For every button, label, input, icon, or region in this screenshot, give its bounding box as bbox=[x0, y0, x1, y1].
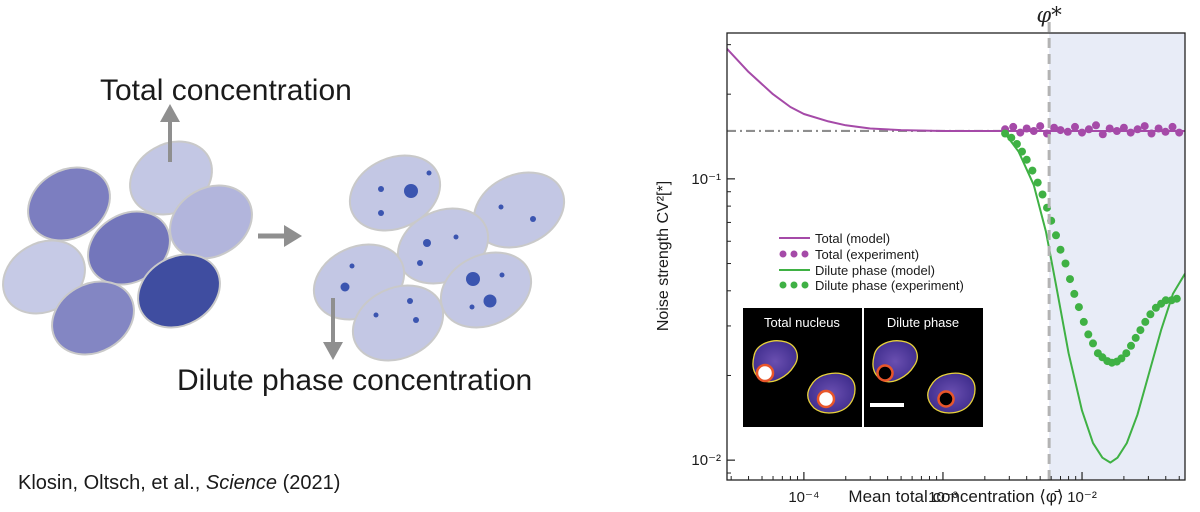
inset-right-title: Dilute phase bbox=[887, 315, 959, 330]
data-point-total-experiment bbox=[1056, 126, 1065, 135]
data-point-total-experiment bbox=[1140, 122, 1149, 131]
threshold-label: φ* bbox=[1037, 3, 1063, 27]
droplet bbox=[937, 390, 955, 408]
data-point-dilute-phase-experiment bbox=[1131, 333, 1140, 342]
legend-entry-total-model: Total (model) bbox=[779, 231, 890, 246]
data-point-total-experiment bbox=[1105, 124, 1114, 133]
citation-journal: Science bbox=[205, 472, 278, 494]
cell bbox=[51, 280, 135, 356]
data-point-dilute-phase-experiment bbox=[1084, 330, 1093, 339]
svg-text:Total (experiment): Total (experiment) bbox=[815, 247, 919, 262]
data-point-total-experiment bbox=[1078, 128, 1086, 137]
dilute-phase-concentration-label: Dilute phase concentration bbox=[177, 364, 532, 397]
data-point-total-experiment bbox=[1036, 122, 1045, 131]
data-point-dilute-phase-experiment bbox=[1052, 231, 1060, 240]
data-point-dilute-phase-experiment bbox=[1018, 147, 1026, 156]
data-point-dilute-phase-experiment bbox=[1022, 155, 1031, 164]
up-arrow-icon bbox=[160, 104, 180, 162]
inset-left-title: Total nucleus bbox=[764, 315, 840, 330]
noise-chart: φ* 10⁻⁴ 10⁻³ 10⁻² 10⁻¹ 10⁻² Mean total conce… bbox=[655, 3, 1186, 506]
series-line-dilute-phase-model bbox=[1004, 132, 1185, 464]
legend-entry-dilute-model: Dilute phase (model) bbox=[779, 263, 935, 278]
data-point-dilute-phase-experiment bbox=[1079, 317, 1088, 326]
data-point-total-experiment bbox=[1098, 130, 1107, 139]
legend-entry-total-experiment: Total (experiment) bbox=[779, 247, 919, 262]
cell bbox=[27, 166, 111, 242]
data-point-total-experiment bbox=[1063, 127, 1072, 136]
cell bbox=[137, 253, 221, 329]
cell-with-droplets bbox=[351, 284, 445, 362]
data-point-total-experiment bbox=[1126, 128, 1135, 137]
data-point-dilute-phase-experiment bbox=[1074, 303, 1083, 312]
data-point-dilute-phase-experiment bbox=[1117, 354, 1126, 363]
citation-year: (2021) bbox=[277, 472, 341, 494]
data-point-dilute-phase-experiment bbox=[1012, 140, 1021, 148]
data-point-total-experiment bbox=[1016, 128, 1025, 137]
data-point-dilute-phase-experiment bbox=[1007, 133, 1016, 142]
data-point-dilute-phase-experiment bbox=[1033, 178, 1042, 187]
data-point-dilute-phase-experiment bbox=[1001, 129, 1010, 138]
data-point-total-experiment bbox=[1133, 125, 1142, 134]
cell bbox=[169, 184, 253, 260]
data-point-total-experiment bbox=[1092, 121, 1100, 130]
data-point-total-experiment bbox=[1022, 124, 1031, 133]
x-tick-label: 10⁻⁴ bbox=[788, 489, 819, 506]
svg-text:Total (model): Total (model) bbox=[815, 231, 890, 246]
droplet bbox=[876, 364, 894, 382]
data-point-total-experiment bbox=[1009, 122, 1018, 131]
data-point-total-experiment bbox=[1168, 122, 1177, 131]
data-point-dilute-phase-experiment bbox=[1141, 317, 1150, 326]
data-point-total-experiment bbox=[1050, 123, 1059, 132]
scale-bar bbox=[870, 403, 904, 407]
phase-separated-region bbox=[1049, 33, 1185, 480]
x-axis-label: Mean total concentration ⟨φ̄⟩ bbox=[848, 487, 1063, 506]
legend: Total (model) Total (experiment) Dilute … bbox=[779, 231, 964, 293]
data-point-dilute-phase-experiment bbox=[1070, 289, 1079, 298]
data-point-total-experiment bbox=[1154, 124, 1163, 133]
data-point-dilute-phase-experiment bbox=[1122, 349, 1131, 358]
total-concentration-label: Total concentration bbox=[100, 74, 352, 107]
data-point-dilute-phase-experiment bbox=[1172, 294, 1181, 303]
x-tick-label: 10⁻² bbox=[1067, 489, 1097, 506]
data-point-dilute-phase-experiment bbox=[1061, 259, 1070, 268]
data-point-total-experiment bbox=[1175, 128, 1184, 137]
right-arrow-icon bbox=[258, 225, 302, 247]
data-point-total-experiment bbox=[1161, 127, 1170, 136]
data-point-total-experiment bbox=[1084, 125, 1093, 134]
data-point-total-experiment bbox=[1071, 122, 1079, 131]
data-point-total-experiment bbox=[1112, 127, 1121, 135]
data-point-dilute-phase-experiment bbox=[1146, 310, 1155, 319]
data-point-dilute-phase-experiment bbox=[1161, 296, 1170, 305]
svg-text:Dilute phase (experiment): Dilute phase (experiment) bbox=[815, 278, 964, 293]
inset-micrographs: Total nucleus Dilute phase bbox=[743, 308, 983, 427]
data-point-total-experiment bbox=[1029, 127, 1038, 135]
legend-entry-dilute-experiment: Dilute phase (experiment) bbox=[779, 278, 964, 293]
citation-authors: Klosin, Oltsch, et al., bbox=[18, 472, 206, 494]
y-tick-label: 10⁻² bbox=[691, 452, 721, 469]
y-tick-label: 10⁻¹ bbox=[691, 171, 721, 188]
data-point-total-experiment bbox=[1147, 129, 1156, 138]
data-point-dilute-phase-experiment bbox=[1038, 190, 1047, 199]
x-tick-label: 10⁻³ bbox=[928, 489, 958, 506]
data-point-dilute-phase-experiment bbox=[1028, 166, 1037, 175]
data-point-dilute-phase-experiment bbox=[1127, 341, 1135, 350]
series-line-total-model bbox=[727, 48, 1185, 132]
citation: Klosin, Oltsch, et al., Science (2021) bbox=[18, 472, 340, 495]
schematic-diagram: Total concentration bbox=[2, 74, 566, 397]
droplet bbox=[755, 363, 775, 383]
data-point-dilute-phase-experiment bbox=[1089, 339, 1097, 348]
svg-text:Dilute phase (model): Dilute phase (model) bbox=[815, 263, 935, 278]
data-point-dilute-phase-experiment bbox=[1066, 275, 1074, 284]
down-arrow-icon bbox=[323, 298, 343, 360]
cell-with-droplets bbox=[348, 154, 442, 232]
y-axis-label: Noise strength CV²[*] bbox=[655, 181, 672, 331]
data-point-total-experiment bbox=[1119, 123, 1128, 132]
droplet bbox=[816, 389, 836, 409]
data-point-dilute-phase-experiment bbox=[1056, 245, 1065, 254]
plot-frame bbox=[726, 32, 1186, 481]
data-point-dilute-phase-experiment bbox=[1136, 326, 1145, 335]
